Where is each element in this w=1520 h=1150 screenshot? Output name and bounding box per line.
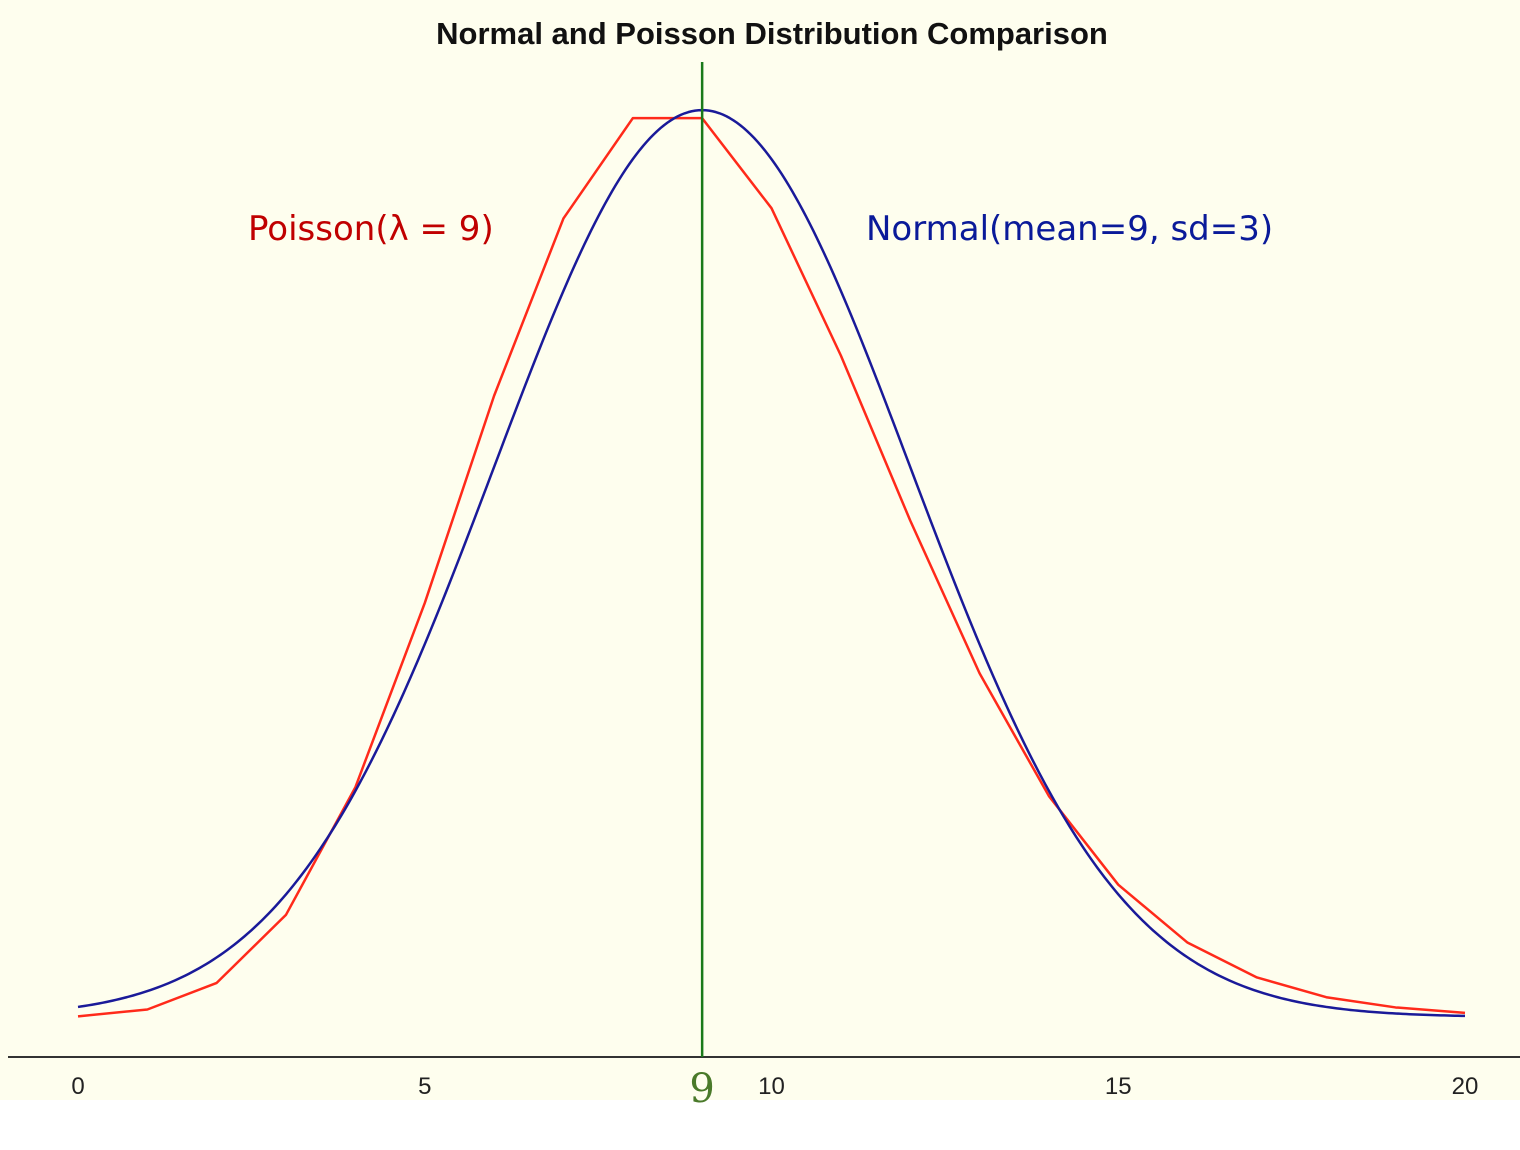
x-tick-label: 0 [71,1073,84,1100]
normal-series-line [77,108,1466,1018]
x-axis: 0 5 10 15 20 [8,1056,1520,1100]
poisson-series-line [77,116,1466,1018]
x-tick-label: 15 [1105,1073,1132,1100]
plot-background [0,0,1520,1100]
chart-title: Normal and Poisson Distribution Comparis… [436,16,1108,51]
mean-marker-label: 9 [689,1066,714,1112]
normal-series-label: Normal(mean=9, sd=3) [866,209,1273,249]
x-tick-label: 5 [418,1073,431,1100]
poisson-series-label: Poisson(λ = 9) [248,209,494,249]
mean-marker: 9 [689,62,715,1112]
x-tick-label: 20 [1452,1073,1479,1100]
series-layer [77,108,1466,1018]
x-tick-label: 10 [758,1073,785,1100]
